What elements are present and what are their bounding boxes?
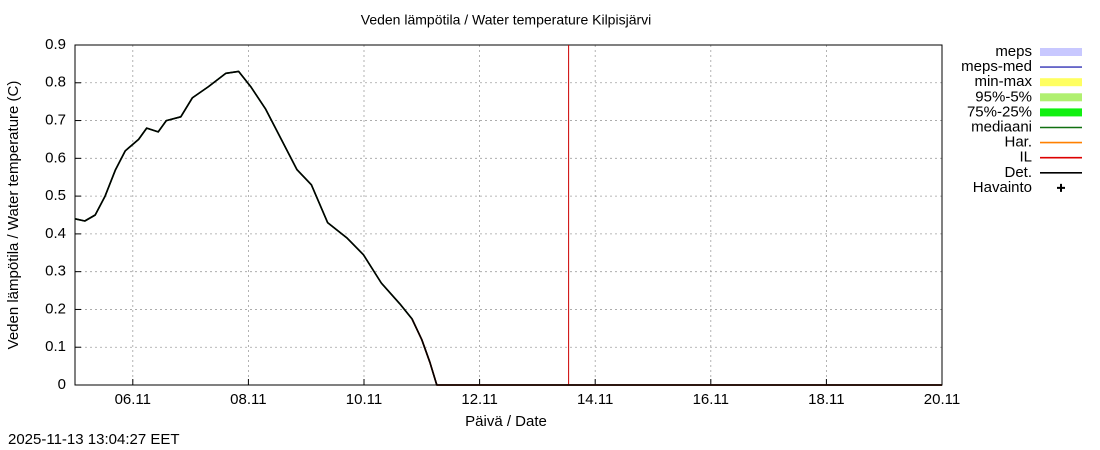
legend-label: Havainto — [973, 179, 1032, 196]
y-tick-label: 0.8 — [45, 74, 66, 91]
y-tick-label: 0.6 — [45, 149, 66, 166]
legend-label: mediaani — [971, 118, 1032, 135]
x-tick-label: 14.11 — [577, 391, 613, 408]
y-tick-label: 0.9 — [45, 36, 66, 53]
x-tick-label: 12.11 — [461, 391, 497, 408]
legend-swatch — [1040, 108, 1082, 117]
y-tick-label: 0.4 — [45, 225, 66, 242]
chart-title: Veden lämpötila / Water temperature Kilp… — [361, 12, 652, 28]
y-tick-label: 0.7 — [45, 112, 66, 129]
legend-swatch — [1040, 48, 1082, 56]
y-tick-label: 0 — [58, 376, 66, 393]
x-tick-label: 16.11 — [693, 391, 729, 408]
y-tick-label: 0.2 — [45, 300, 66, 317]
legend-swatch — [1057, 183, 1065, 192]
y-tick-label: 0.5 — [45, 187, 66, 204]
footer-timestamp: 2025-11-13 13:04:27 EET — [8, 431, 180, 448]
legend-label: 95%-5% — [975, 88, 1032, 105]
x-tick-label: 20.11 — [924, 391, 960, 408]
x-tick-label: 10.11 — [346, 391, 382, 408]
x-tick-label: 18.11 — [808, 391, 844, 408]
legend-label: Det. — [1004, 164, 1032, 181]
legend-swatch — [1040, 93, 1082, 102]
x-tick-label: 08.11 — [230, 391, 266, 408]
legend-label: IL — [1019, 149, 1032, 166]
y-axis-label: Veden lämpötila / Water temperature (C) — [5, 81, 22, 350]
legend-label: meps — [995, 43, 1032, 60]
y-tick-label: 0.3 — [45, 263, 66, 280]
legend-label: 75%-25% — [967, 103, 1032, 120]
series-line — [74, 70, 942, 386]
x-axis-label: Päivä / Date — [465, 413, 547, 430]
x-tick-label: 06.11 — [115, 391, 151, 408]
legend-swatch — [1040, 78, 1082, 87]
legend-label: min-max — [974, 73, 1032, 90]
legend-label: Har. — [1004, 134, 1032, 151]
legend-label: meps-med — [961, 58, 1032, 75]
y-tick-label: 0.1 — [45, 338, 66, 355]
